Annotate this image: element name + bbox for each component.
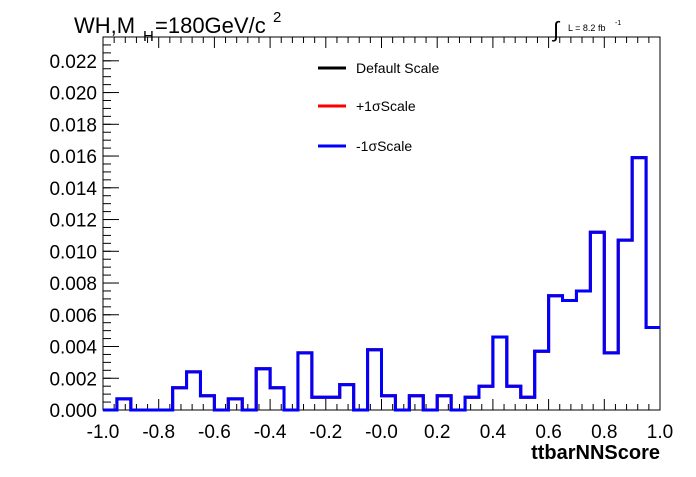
- x-tick-label: 0.6: [535, 422, 561, 443]
- legend-label: -1σScale: [356, 138, 412, 154]
- y-tick-label: 0.018: [49, 115, 97, 136]
- x-tick-label: -0.0: [365, 422, 398, 443]
- legend-label: Default Scale: [356, 60, 439, 76]
- x-tick-label: 0.2: [424, 422, 450, 443]
- legend: Default Scale +1σScale -1σScale: [318, 60, 439, 154]
- x-tick-label: -0.2: [309, 422, 342, 443]
- x-axis-label: ttbarNNScore: [531, 442, 660, 464]
- y-tick-label: 0.004: [49, 338, 97, 359]
- integral-sign: ∫: [551, 17, 561, 42]
- lumi-superscript: -1: [615, 20, 621, 27]
- y-tick-label: 0.008: [49, 274, 97, 295]
- x-axis: -1.0 -0.8 -0.6 -0.4 -0.2 -0.0 0.2 0.4 0.6 0.8 1.0: [87, 37, 673, 443]
- x-tick-label: 1.0: [647, 422, 673, 443]
- chart-title-subscript: H: [143, 28, 154, 45]
- y-tick-label: 0.020: [49, 84, 97, 105]
- y-tick-label: 0.000: [49, 401, 97, 422]
- legend-label: +1σScale: [356, 98, 416, 114]
- y-tick-label: 0.012: [49, 211, 97, 232]
- chart-title-main: WH,M: [74, 13, 135, 38]
- x-tick-label: -1.0: [87, 422, 120, 443]
- series-layer: [103, 156, 660, 412]
- chart-title-rest: =180GeV/c: [155, 13, 266, 38]
- x-tick-label: 0.4: [480, 422, 507, 443]
- y-tick-label: 0.014: [49, 179, 97, 200]
- lumi-label: L = 8.2 fb: [568, 23, 605, 33]
- series-line-3: [103, 156, 660, 412]
- y-tick-label: 0.016: [49, 147, 97, 168]
- x-tick-label: 0.8: [591, 422, 617, 443]
- y-tick-label: 0.006: [49, 306, 97, 327]
- y-axis: 0.000 0.002 0.004 0.006 0.008 0.010 0.012 0.014…: [49, 36, 119, 422]
- x-tick-label: -0.8: [142, 422, 175, 443]
- x-tick-label: -0.6: [198, 422, 231, 443]
- chart-title-superscript: 2: [273, 9, 281, 26]
- y-tick-label: 0.002: [49, 369, 97, 390]
- x-tick-label: -0.4: [254, 422, 287, 443]
- y-tick-label: 0.022: [49, 52, 97, 73]
- y-tick-label: 0.010: [49, 242, 97, 263]
